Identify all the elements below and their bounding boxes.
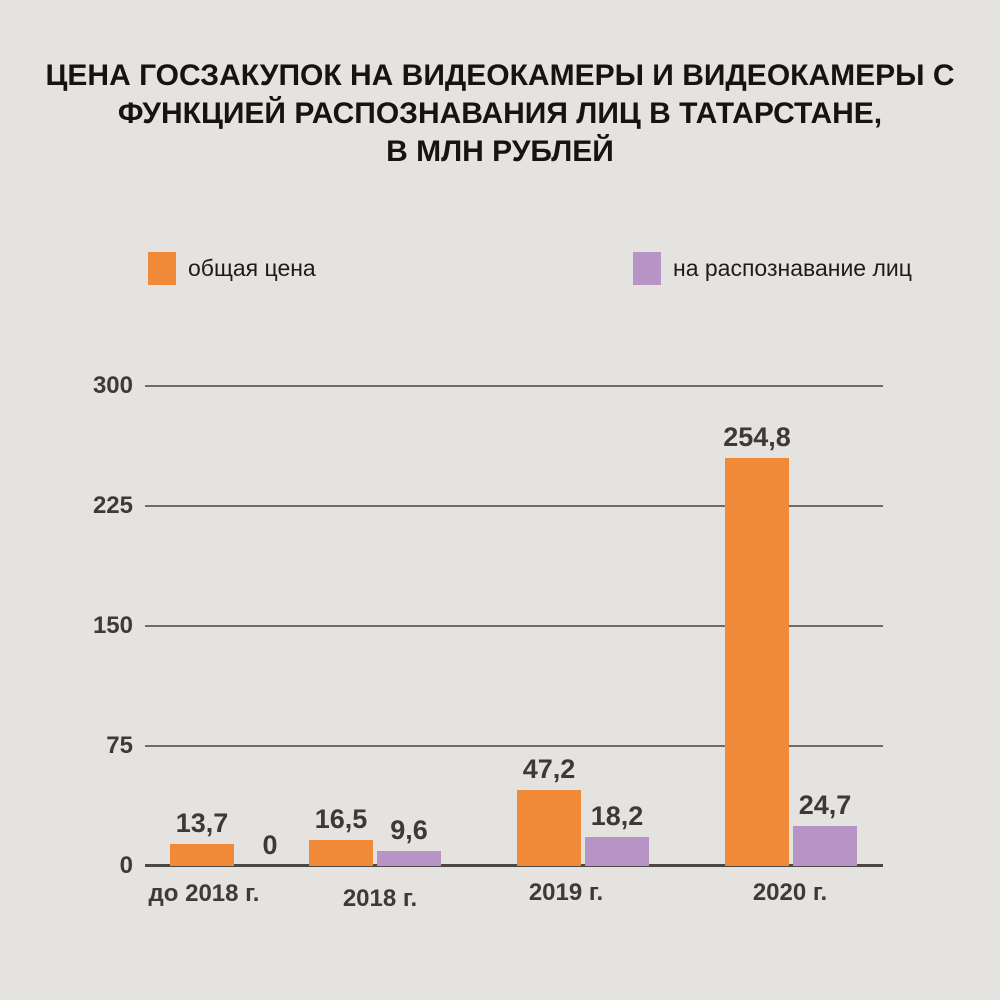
x-axis-category-label: до 2018 г. bbox=[148, 880, 260, 907]
chart-title-line-2: ФУНКЦИЕЙ РАСПОЗНАВАНИЯ ЛИЦ В ТАТАРСТАНЕ, bbox=[117, 97, 883, 130]
bar bbox=[585, 837, 649, 866]
legend-label: на распознавание лиц bbox=[673, 255, 912, 281]
chart-title-line-3: В МЛН РУБЛЕЙ bbox=[386, 135, 614, 168]
bar bbox=[517, 790, 581, 866]
x-axis-category-label: 2018 г. bbox=[342, 885, 418, 912]
bar-value-label: 18,2 bbox=[590, 801, 644, 831]
y-axis-tick-label: 75 bbox=[106, 732, 133, 759]
y-axis-tick-label: 150 bbox=[92, 612, 133, 639]
bar-value-label: 9,6 bbox=[390, 815, 428, 845]
x-axis-category-label: 2020 г. bbox=[752, 879, 828, 906]
bar-value-label: 24,7 bbox=[798, 790, 852, 820]
bar-value-label: 254,8 bbox=[723, 422, 791, 452]
legend-item-face-recognition: на распознавание лиц bbox=[633, 252, 912, 285]
legend-label: общая цена bbox=[188, 255, 316, 281]
gridline bbox=[145, 385, 883, 387]
x-axis-line bbox=[145, 864, 883, 867]
bar bbox=[793, 826, 857, 866]
legend-swatch-purple bbox=[633, 252, 661, 285]
legend-item-total-price: общая цена bbox=[148, 252, 316, 285]
bar bbox=[309, 840, 373, 866]
chart-title: ЦЕНА ГОСЗАКУПОК НА ВИДЕОКАМЕРЫ И ВИДЕОКА… bbox=[40, 57, 960, 171]
y-axis-tick-label: 225 bbox=[92, 492, 133, 519]
x-axis-category-label: 2019 г. bbox=[528, 879, 604, 906]
gridline bbox=[145, 505, 883, 507]
legend-swatch-orange bbox=[148, 252, 176, 285]
bar bbox=[725, 458, 789, 866]
bar bbox=[170, 844, 234, 866]
bar-value-label: 13,7 bbox=[175, 808, 229, 838]
y-axis-tick-label: 300 bbox=[92, 372, 133, 399]
bar bbox=[377, 851, 441, 866]
chart-title-line-1: ЦЕНА ГОСЗАКУПОК НА ВИДЕОКАМЕРЫ И ВИДЕОКА… bbox=[45, 59, 955, 92]
gridline bbox=[145, 625, 883, 627]
bar-value-label: 0 bbox=[262, 830, 278, 860]
bar-value-label: 47,2 bbox=[522, 754, 576, 784]
y-axis-tick-label: 0 bbox=[119, 852, 133, 879]
gridline bbox=[145, 745, 883, 747]
bar-value-label: 16,5 bbox=[314, 804, 368, 834]
